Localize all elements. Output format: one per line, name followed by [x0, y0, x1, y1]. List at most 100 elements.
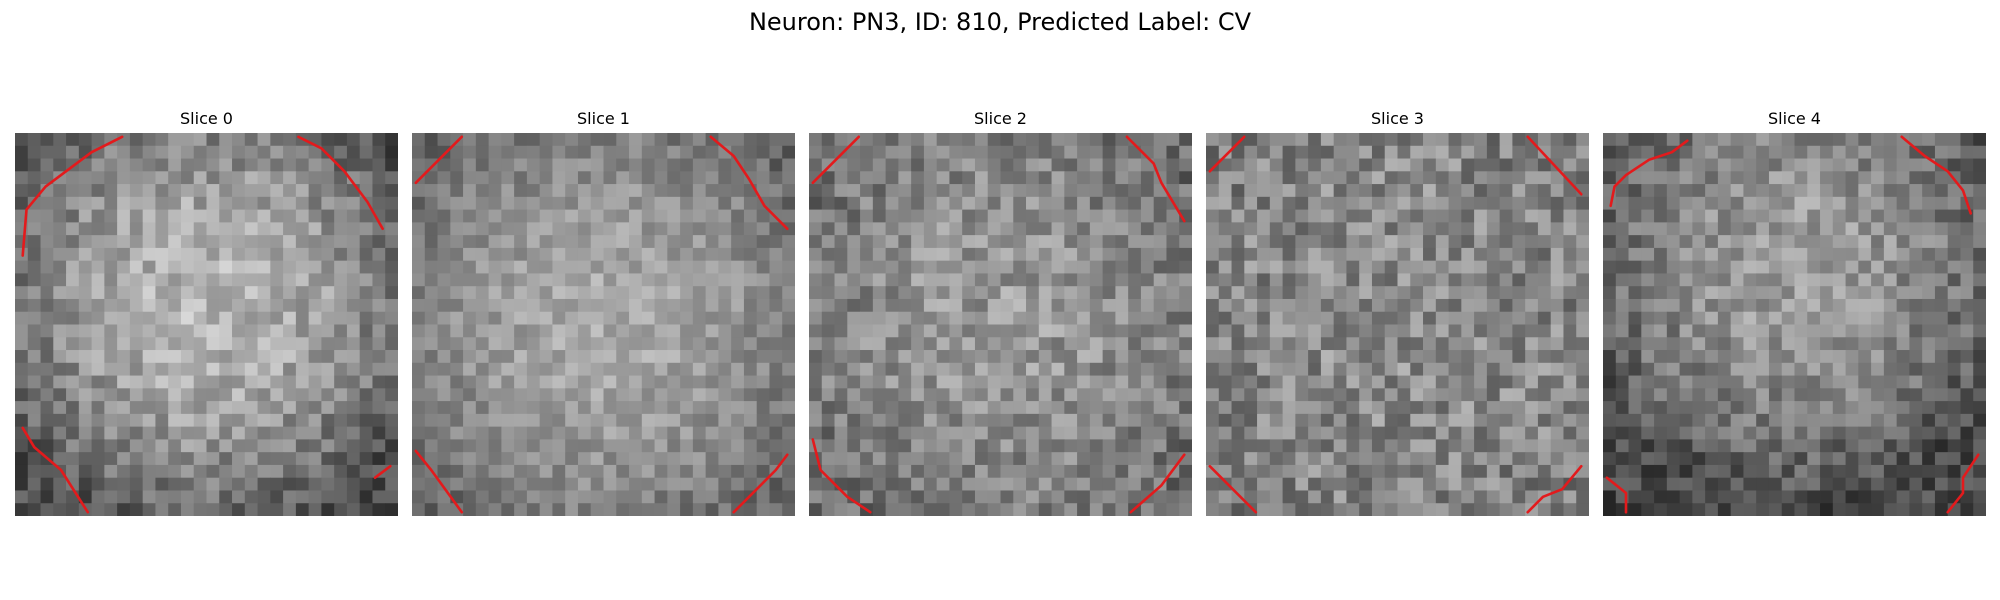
pixel — [40, 209, 54, 223]
pixel — [1960, 235, 1974, 249]
pixel — [590, 298, 604, 313]
pixel — [1820, 401, 1834, 415]
pixel — [1308, 273, 1322, 287]
pixel — [437, 464, 451, 479]
pixel — [78, 171, 92, 185]
pixel — [1282, 452, 1296, 466]
pixel — [1922, 375, 1936, 389]
pixel — [412, 133, 426, 147]
pixel — [1231, 196, 1245, 210]
pixel — [424, 209, 438, 223]
pixel — [1153, 350, 1167, 364]
pixel — [1038, 439, 1052, 453]
pixel — [514, 324, 528, 338]
pixel — [898, 171, 912, 185]
pixel — [450, 260, 464, 274]
pixel — [552, 439, 566, 453]
pixel — [1820, 490, 1834, 504]
pixel — [437, 375, 451, 389]
pixel — [1692, 477, 1706, 491]
pixel — [1384, 158, 1398, 172]
pixel — [232, 413, 246, 428]
pixel — [488, 311, 502, 325]
pixel — [463, 413, 477, 428]
pixel — [193, 401, 207, 415]
pixel — [1871, 311, 1885, 325]
pixel — [1934, 247, 1949, 262]
pixel — [731, 375, 745, 389]
pixel — [1807, 439, 1821, 453]
pixel — [1768, 145, 1783, 159]
pixel — [346, 401, 361, 415]
pixel — [1077, 324, 1091, 338]
pixel — [743, 273, 758, 287]
pixel — [629, 222, 643, 236]
pixel — [1832, 452, 1846, 466]
pixel — [117, 452, 131, 466]
pixel — [898, 158, 912, 172]
pixel — [1768, 439, 1783, 453]
pixel — [1628, 260, 1642, 274]
pixel — [552, 477, 566, 491]
pixel — [1153, 375, 1167, 389]
pixel — [1257, 477, 1271, 491]
pixel — [1102, 375, 1116, 389]
pixel — [1730, 337, 1744, 351]
pixel — [78, 439, 92, 453]
pixel — [193, 158, 207, 172]
pixel — [412, 196, 426, 210]
pixel — [1947, 362, 1961, 376]
pixel — [1064, 286, 1078, 300]
pixel — [1883, 171, 1898, 185]
pixel — [1410, 452, 1424, 466]
pixel — [743, 413, 758, 428]
pixel — [987, 388, 1001, 402]
pixel — [514, 222, 528, 236]
pixel — [1973, 311, 1986, 325]
pixel — [53, 196, 67, 210]
pixel — [283, 477, 297, 491]
pixel — [616, 426, 630, 440]
pixel — [1333, 184, 1347, 198]
pixel — [1308, 184, 1322, 198]
pixel — [321, 477, 335, 491]
pixel — [1871, 196, 1885, 210]
pixel — [488, 477, 502, 491]
pixel — [1615, 286, 1629, 300]
pixel — [1615, 145, 1629, 159]
pixel — [412, 464, 426, 479]
pixel — [1576, 311, 1589, 325]
pixel — [15, 337, 29, 351]
pixel — [590, 196, 604, 210]
pixel — [1576, 273, 1589, 287]
pixel — [1615, 388, 1629, 402]
pixel — [1371, 324, 1386, 338]
pixel — [629, 298, 643, 313]
pixel — [860, 209, 874, 223]
pixel — [552, 337, 566, 351]
contour-line — [1946, 453, 1980, 514]
pixel — [244, 362, 258, 376]
pixel — [321, 133, 335, 147]
pixel — [1333, 171, 1347, 185]
pixel — [1038, 426, 1052, 440]
pixel — [412, 503, 426, 516]
pixel — [1308, 401, 1322, 415]
pixel — [565, 426, 579, 440]
pixel — [1679, 247, 1693, 262]
pixel — [1077, 260, 1091, 274]
pixel — [1603, 464, 1617, 479]
pixel — [295, 426, 310, 440]
pixel — [743, 158, 758, 172]
pixel — [1359, 464, 1373, 479]
pixel — [1218, 439, 1232, 453]
pixel — [1768, 298, 1783, 313]
pixel — [1410, 184, 1424, 198]
pixel — [359, 350, 373, 364]
pixel — [295, 171, 310, 185]
pixel — [1743, 350, 1757, 364]
pixel — [1371, 209, 1386, 223]
pixel — [616, 388, 630, 402]
pixel — [450, 452, 464, 466]
pixel — [1768, 413, 1783, 428]
